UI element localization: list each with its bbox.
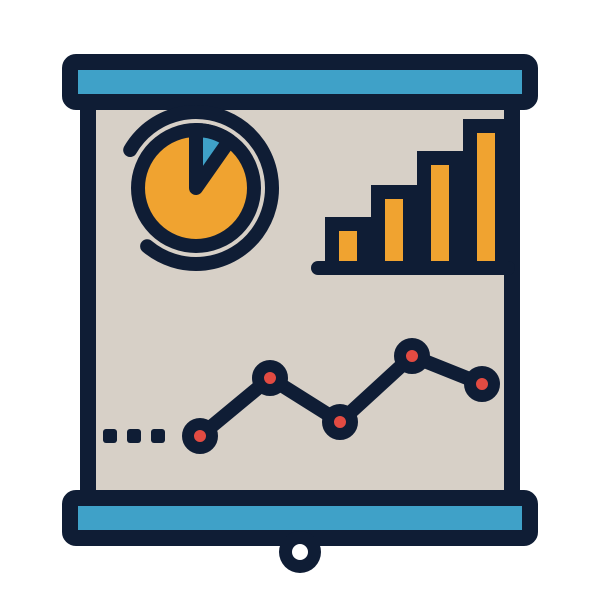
bar-3 (470, 126, 502, 268)
frame-top (70, 62, 530, 102)
bar-1 (378, 192, 410, 268)
board-svg (0, 0, 600, 600)
lead-dot-1 (127, 429, 141, 443)
bar-2 (424, 158, 456, 268)
trend-marker-1 (258, 366, 282, 390)
lead-dot-2 (151, 429, 165, 443)
trend-marker-2 (328, 410, 352, 434)
handle-hole (292, 544, 308, 560)
trend-marker-4 (470, 372, 494, 396)
trend-marker-3 (400, 344, 424, 368)
trend-marker-0 (188, 424, 212, 448)
lead-dot-0 (103, 429, 117, 443)
presentation-board-icon: { "icon": { "type": "infographic", "view… (0, 0, 600, 600)
